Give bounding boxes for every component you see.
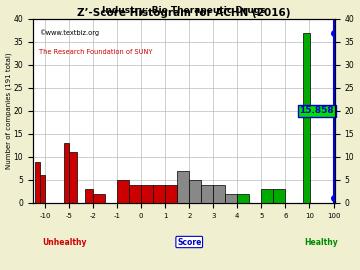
Y-axis label: Number of companies (191 total): Number of companies (191 total)	[5, 53, 12, 169]
Bar	[213, 184, 225, 203]
Bar	[93, 194, 105, 203]
Text: Healthy: Healthy	[305, 238, 338, 247]
Text: Unhealthy: Unhealthy	[42, 238, 86, 247]
Bar	[201, 184, 213, 203]
Bar	[303, 32, 310, 203]
Bar	[141, 184, 153, 203]
Bar	[40, 175, 45, 203]
Title: Z’-Score Histogram for ACHN (2016): Z’-Score Histogram for ACHN (2016)	[77, 8, 291, 18]
Bar	[64, 143, 69, 203]
Text: 15.858: 15.858	[300, 106, 334, 115]
Bar	[261, 189, 273, 203]
Text: ©www.textbiz.org: ©www.textbiz.org	[39, 30, 99, 36]
Text: Score: Score	[177, 238, 201, 247]
Bar	[189, 180, 201, 203]
Bar	[333, 102, 334, 203]
Bar	[129, 184, 141, 203]
Bar	[177, 184, 185, 203]
Bar	[177, 171, 189, 203]
Bar	[237, 194, 249, 203]
Bar	[165, 184, 177, 203]
Text: The Research Foundation of SUNY: The Research Foundation of SUNY	[39, 49, 152, 55]
Text: Industry: Bio Therapeutic Drugs: Industry: Bio Therapeutic Drugs	[102, 6, 266, 15]
Bar	[225, 194, 237, 203]
Bar	[153, 184, 165, 203]
Bar	[85, 189, 93, 203]
Bar	[69, 152, 77, 203]
Bar	[273, 189, 285, 203]
Bar	[35, 161, 40, 203]
Bar	[117, 180, 129, 203]
